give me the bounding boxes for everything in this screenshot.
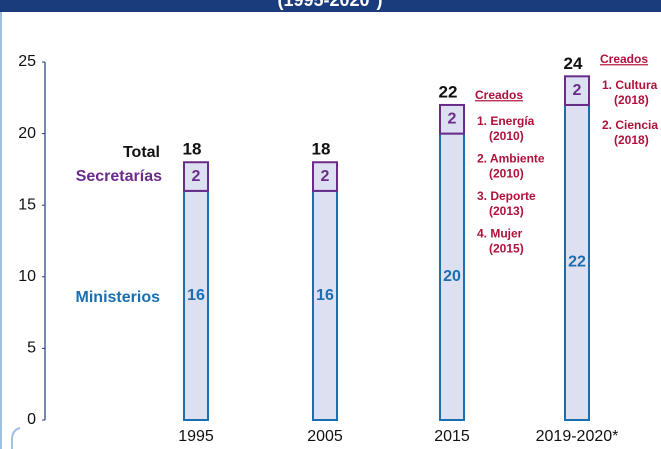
annotation-year: (2018) [614, 93, 649, 107]
data-label: 16 [316, 287, 334, 304]
y-tick-label: 25 [18, 53, 36, 70]
x-tick-label: 1995 [178, 428, 214, 445]
x-tick-label: 2005 [307, 428, 343, 445]
annotation-item: 1. Cultura [602, 78, 658, 92]
data-label: 22 [568, 254, 586, 271]
y-tick-label: 15 [18, 196, 36, 213]
annotation-item: 1. Energía [477, 114, 535, 128]
data-label: 2 [448, 110, 457, 127]
annotation-item: 4. Mujer [477, 227, 523, 241]
bar-segment [439, 132, 465, 421]
annotation-year: (2010) [489, 129, 524, 143]
bar-segment [564, 103, 590, 422]
bar-segment [183, 189, 209, 421]
data-label: 2 [573, 82, 582, 99]
annotation-year: (2015) [489, 242, 524, 256]
annotation-title: Creados [600, 52, 648, 66]
total-label: 18 [312, 140, 331, 159]
data-label: 20 [443, 268, 461, 285]
data-label: 16 [187, 287, 205, 304]
annotation-year: (2018) [614, 133, 649, 147]
x-tick-label: 2015 [434, 428, 470, 445]
annotation-title: Creados [475, 88, 523, 102]
y-tick-label: 0 [27, 411, 36, 428]
series-name: Secretarías [76, 168, 162, 185]
annotation-item: 2. Ambiente [477, 152, 545, 166]
bar-segment [564, 75, 590, 106]
annotation-year: (2010) [489, 167, 524, 181]
total-name: Total [123, 144, 160, 161]
x-tick-label: 2019-2020* [536, 428, 619, 445]
y-tick-label: 20 [18, 125, 36, 142]
total-label: 24 [564, 54, 583, 73]
bar-segment [312, 189, 338, 421]
annotation-year: (2013) [489, 204, 524, 218]
y-tick-label: 10 [18, 268, 36, 285]
total-label: 22 [439, 82, 458, 101]
data-label: 2 [192, 168, 201, 185]
bar-segment [183, 161, 209, 192]
header-band [0, 0, 661, 12]
bar-segment [312, 161, 338, 192]
data-label: 2 [321, 168, 330, 185]
frame [11, 427, 21, 449]
total-label: 18 [183, 140, 202, 159]
annotation-item: 3. Deporte [477, 189, 536, 203]
chart-title: (1995-2020*) [277, 0, 382, 10]
series-name: Ministerios [76, 289, 161, 306]
bar-segment [439, 103, 465, 135]
y-tick-label: 5 [27, 340, 36, 357]
annotation-item: 2. Ciencia [602, 118, 658, 132]
